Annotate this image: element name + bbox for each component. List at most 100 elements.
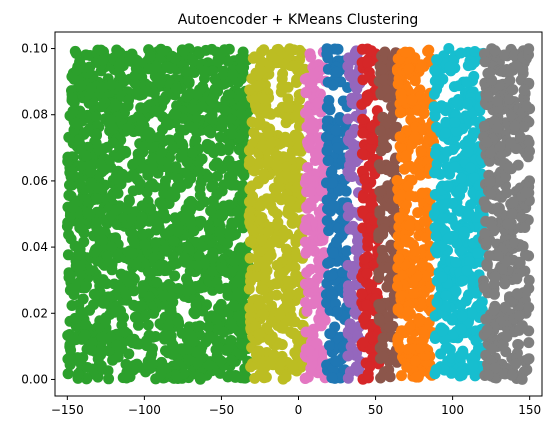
data-point	[481, 258, 493, 270]
data-point	[484, 155, 496, 167]
data-point	[169, 52, 181, 64]
data-point	[159, 228, 171, 240]
data-point	[501, 218, 513, 230]
data-point	[251, 271, 263, 283]
data-point	[85, 166, 96, 178]
data-point	[520, 287, 531, 299]
data-point	[225, 354, 237, 366]
data-point	[96, 81, 108, 93]
data-point	[101, 278, 112, 290]
data-point	[62, 249, 74, 261]
data-point	[181, 156, 193, 168]
data-point	[497, 339, 509, 350]
data-point	[418, 215, 430, 227]
data-point	[327, 247, 339, 259]
data-point	[259, 262, 271, 274]
data-point	[282, 291, 294, 303]
data-point	[155, 259, 167, 271]
data-point	[114, 281, 126, 293]
data-point	[88, 299, 100, 311]
data-point	[365, 45, 377, 57]
data-point	[68, 170, 80, 182]
data-point	[392, 78, 404, 90]
data-point	[520, 187, 532, 199]
data-point	[324, 340, 335, 352]
data-point	[519, 222, 531, 233]
data-point	[429, 64, 441, 76]
data-point	[170, 163, 182, 174]
data-point	[193, 165, 205, 177]
cluster-0	[61, 43, 255, 385]
data-point	[226, 217, 238, 229]
data-point	[83, 61, 95, 73]
data-point	[97, 54, 109, 66]
data-point	[362, 368, 374, 380]
data-point	[510, 358, 522, 370]
data-point	[90, 137, 102, 149]
data-point	[169, 212, 181, 224]
data-point	[499, 301, 511, 313]
data-point	[514, 131, 526, 143]
data-point	[513, 339, 524, 351]
data-point	[290, 111, 301, 123]
data-point	[82, 207, 94, 219]
data-point	[499, 278, 511, 290]
data-point	[453, 185, 465, 197]
data-point	[222, 144, 234, 156]
data-point	[194, 320, 206, 332]
data-point	[439, 127, 451, 139]
data-point	[331, 236, 342, 248]
data-point	[71, 117, 82, 129]
data-point	[122, 123, 134, 134]
data-point	[455, 323, 467, 335]
data-point	[282, 81, 294, 93]
data-point	[516, 320, 528, 332]
data-point	[515, 211, 527, 223]
scatter-points	[61, 43, 536, 385]
data-point	[271, 150, 283, 162]
data-point	[195, 282, 206, 294]
data-point	[402, 180, 414, 192]
data-point	[479, 282, 490, 294]
data-point	[357, 165, 368, 177]
data-point	[258, 284, 270, 296]
data-point	[188, 306, 200, 318]
data-point	[359, 253, 370, 265]
data-point	[130, 63, 142, 75]
data-point	[383, 274, 395, 285]
data-point	[358, 313, 370, 325]
data-point	[213, 302, 224, 314]
chart-title: Autoencoder + KMeans Clustering	[178, 12, 419, 28]
data-point	[247, 224, 259, 236]
data-point	[410, 355, 422, 367]
data-point	[209, 83, 221, 95]
data-point	[258, 168, 270, 180]
data-point	[123, 195, 135, 207]
data-point	[283, 203, 295, 215]
data-point	[441, 146, 453, 158]
data-point	[458, 226, 470, 238]
data-point	[287, 359, 299, 371]
data-point	[100, 316, 111, 328]
data-point	[326, 177, 338, 189]
data-point	[357, 208, 369, 219]
data-point	[248, 127, 260, 139]
data-point	[265, 249, 277, 261]
data-point	[228, 300, 240, 312]
data-point	[73, 134, 85, 146]
data-point	[78, 236, 90, 248]
x-tick-label: 150	[518, 403, 541, 417]
data-point	[344, 70, 356, 82]
data-point	[377, 351, 389, 363]
data-point	[131, 86, 142, 98]
data-point	[289, 316, 301, 328]
data-point	[69, 282, 81, 294]
data-point	[129, 311, 141, 323]
data-point	[326, 269, 338, 281]
data-point	[374, 314, 385, 326]
data-point	[236, 338, 248, 350]
data-point	[403, 219, 415, 231]
data-point	[72, 368, 84, 380]
data-point	[157, 124, 168, 136]
data-point	[400, 150, 412, 162]
